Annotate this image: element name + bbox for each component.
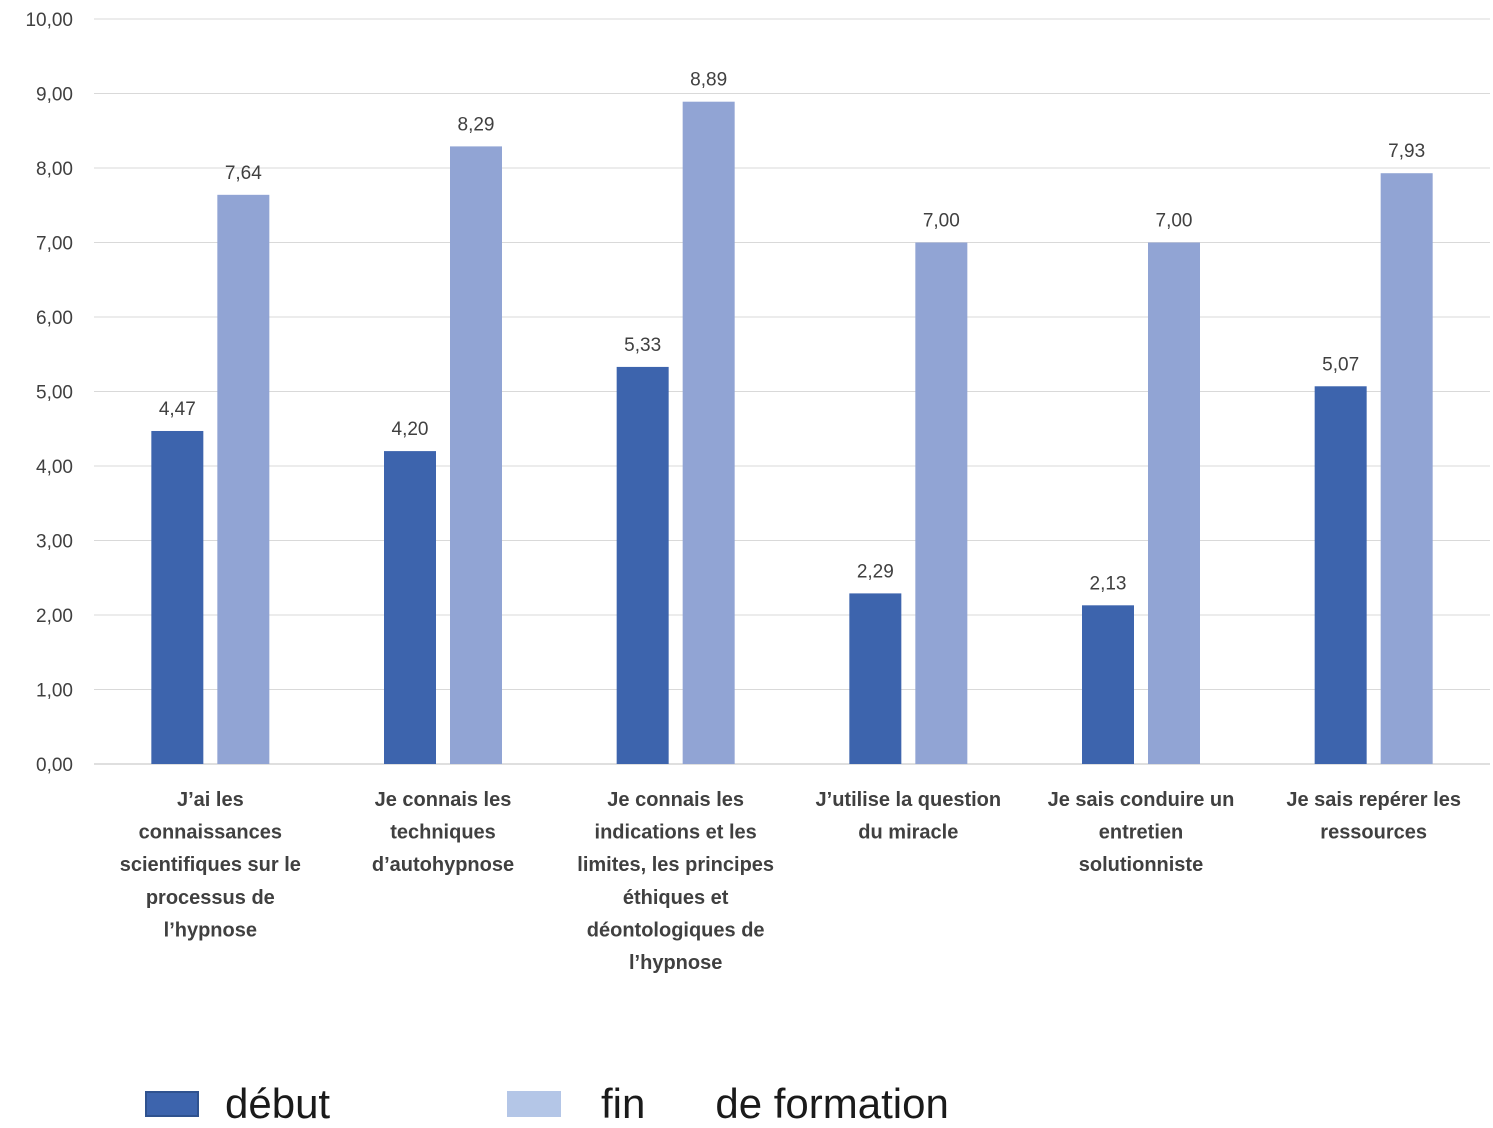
legend-item-fin-de-formation: fin de formation <box>507 1080 949 1127</box>
category-label: J’ai les connaissances scientifiques sur l… <box>120 789 301 941</box>
category-label-line: Je connais les <box>375 789 512 811</box>
category-label: J’utilise la question du miracle <box>816 789 1002 844</box>
bar-debut <box>849 593 902 764</box>
category-label-line: du miracle <box>858 822 958 844</box>
category-label-line: Je sais conduire un <box>1048 789 1235 811</box>
data-label: 2,29 <box>857 561 894 582</box>
data-label: 5,07 <box>1322 354 1359 375</box>
data-label: 5,33 <box>624 335 661 356</box>
legend-swatch-fin <box>507 1091 561 1117</box>
category-label-line: entretien <box>1099 822 1183 844</box>
category-label-line: ressources <box>1320 822 1427 844</box>
data-label: 4,20 <box>392 419 429 440</box>
category-label-line: l’hypnose <box>164 919 257 941</box>
category-label-line: d’autohypnose <box>372 854 514 876</box>
legend-item-debut: début <box>145 1080 331 1127</box>
bar-fin <box>1380 173 1433 765</box>
category-label-line: solutionniste <box>1079 854 1203 876</box>
bar-debut <box>384 451 436 764</box>
bar-fin <box>682 101 735 764</box>
gridlines <box>94 18 1490 765</box>
category-label: Je connais les indications et les limites,… <box>577 789 774 974</box>
y-tick-label: 2,00 <box>36 606 73 627</box>
y-tick-label: 7,00 <box>36 234 73 255</box>
data-label: 8,29 <box>458 114 495 135</box>
category-label-line: processus de <box>146 887 275 909</box>
y-tick-label: 10,00 <box>25 10 73 31</box>
data-label: 7,64 <box>225 163 262 184</box>
y-tick-label: 1,00 <box>36 681 73 702</box>
category-labels: J’ai les connaissances scientifiques sur l… <box>120 789 1461 974</box>
legend-swatch-debut <box>145 1091 199 1117</box>
category-label-line: limites, les principes <box>577 854 774 876</box>
legend-label-fin-de-formation: fin de formation <box>601 1080 949 1127</box>
bar-fin <box>915 242 968 764</box>
data-label: 4,47 <box>159 399 196 420</box>
y-tick-label: 9,00 <box>36 85 73 106</box>
y-tick-label: 6,00 <box>36 308 73 329</box>
bar-fin <box>1148 242 1200 764</box>
legend-label-debut: début <box>225 1080 331 1127</box>
y-tick-label: 3,00 <box>36 532 73 553</box>
bars <box>151 101 1433 765</box>
data-label: 7,00 <box>1156 211 1193 232</box>
y-tick-label: 8,00 <box>36 159 73 180</box>
bar-debut <box>1082 605 1134 764</box>
category-label: Je sais conduire un entretien solutionnist… <box>1048 789 1235 876</box>
category-label: Je sais repérer les ressources <box>1286 789 1461 844</box>
bar-debut <box>616 366 669 764</box>
bar-chart: 0,00 1,00 2,00 3,00 4,00 5,00 6,00 7,00 8,00 9,00… <box>25 10 1490 974</box>
category-label-line: l’hypnose <box>629 952 722 974</box>
data-label: 7,93 <box>1388 141 1425 162</box>
data-label: 2,13 <box>1090 573 1127 594</box>
y-tick-label: 5,00 <box>36 383 73 404</box>
category-label-line: techniques <box>390 822 496 844</box>
bar-fin <box>217 194 270 764</box>
category-label-line: Je connais les <box>607 789 744 811</box>
category-label: Je connais les techniques d’autohypnose <box>372 789 514 876</box>
category-label-line: éthiques et <box>623 887 729 909</box>
category-label-line: J’ai les <box>177 789 244 811</box>
category-label-line: déontologiques de <box>587 919 765 941</box>
y-tick-label: 4,00 <box>36 457 73 478</box>
y-axis-tick-labels: 0,00 1,00 2,00 3,00 4,00 5,00 6,00 7,00 8,00 9,00… <box>25 10 73 776</box>
bar-fin <box>450 146 502 764</box>
category-label-line: scientifiques sur le <box>120 854 301 876</box>
bar-debut <box>1314 386 1367 764</box>
bar-debut <box>151 430 204 764</box>
category-label-line: indications et les <box>595 822 757 844</box>
data-label: 8,89 <box>690 70 727 91</box>
category-label-line: Je sais repérer les <box>1286 789 1461 811</box>
data-label: 7,00 <box>923 211 960 232</box>
data-labels: 4,47 4,20 5,33 2,29 2,13 5,07 7,64 8,29 8,89 7,00… <box>159 70 1425 595</box>
category-label-line: J’utilise la question <box>816 789 1002 811</box>
category-label-line: connaissances <box>139 822 282 844</box>
y-tick-label: 0,00 <box>36 755 73 776</box>
